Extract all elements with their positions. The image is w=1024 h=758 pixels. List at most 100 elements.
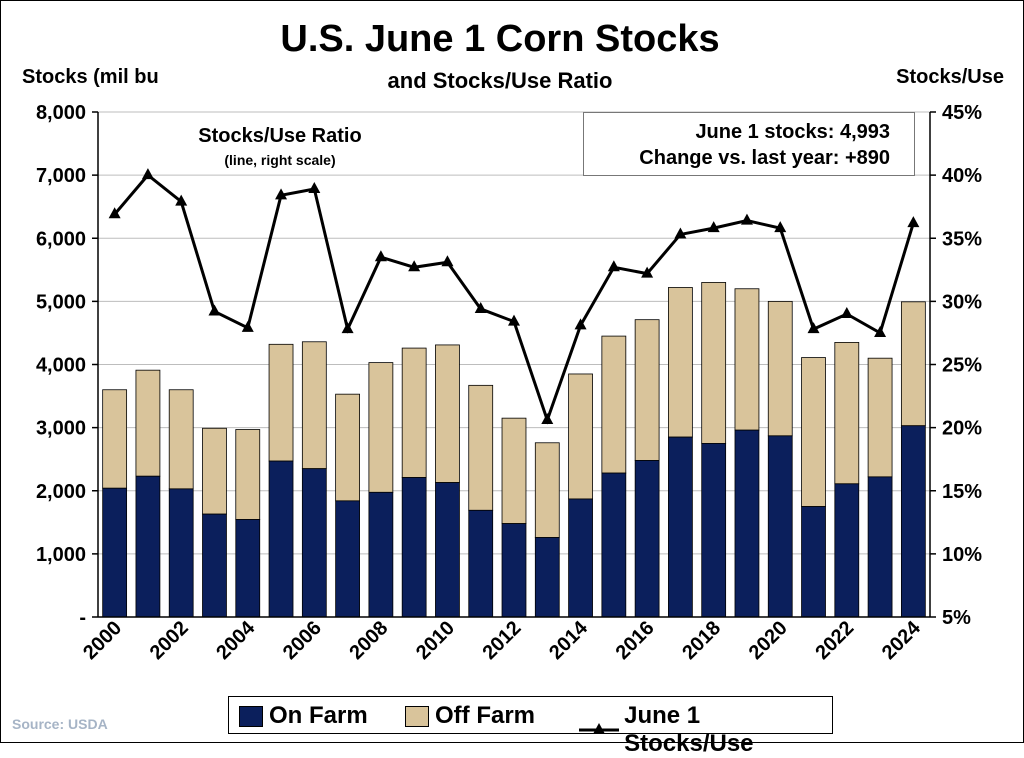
x-tick-label: 2022 bbox=[811, 617, 858, 664]
x-tick-label: 2018 bbox=[678, 617, 725, 664]
right-tick-labels: 5% 10% 15% 20% 25% 30% 35% 40% 45% bbox=[942, 102, 982, 629]
bar-on-farm bbox=[601, 472, 627, 618]
info-box: June 1 stocks: 4,993 Change vs. last yea… bbox=[583, 112, 915, 176]
ratio-marker bbox=[707, 221, 720, 233]
bar-off-farm bbox=[301, 341, 327, 470]
bars bbox=[102, 282, 926, 618]
bar-off-farm bbox=[268, 343, 294, 462]
right-tick-label: 30% bbox=[942, 291, 982, 313]
ratio-annotation-sub: (line, right scale) bbox=[224, 152, 336, 168]
bar-on-farm bbox=[534, 537, 560, 618]
left-tick-label: 7,000 bbox=[36, 165, 86, 187]
legend-on-farm: On Farm bbox=[239, 702, 368, 730]
ratio-marker bbox=[408, 260, 421, 272]
ratio-marker bbox=[374, 250, 387, 262]
left-tick-label: 2,000 bbox=[36, 481, 86, 503]
bar-on-farm bbox=[335, 500, 360, 618]
x-tick-label: 2014 bbox=[545, 616, 593, 664]
x-tick-label: 2016 bbox=[612, 617, 659, 664]
bar-on-farm bbox=[268, 460, 294, 618]
bar-off-farm bbox=[435, 344, 460, 483]
x-tick-label: 2006 bbox=[279, 617, 326, 664]
bar-on-farm bbox=[867, 476, 893, 618]
right-tick-label: 10% bbox=[942, 544, 982, 566]
ratio-marker bbox=[641, 266, 654, 278]
ratio-marker bbox=[308, 182, 321, 194]
bar-on-farm bbox=[701, 443, 727, 618]
bar-off-farm bbox=[202, 427, 227, 515]
bar-off-farm bbox=[235, 429, 261, 520]
left-tick-label: 4,000 bbox=[36, 355, 86, 377]
bar-on-farm bbox=[634, 460, 660, 618]
ratio-marker bbox=[607, 260, 620, 272]
left-tick-labels: - 1,000 2,000 3,000 4,000 5,000 6,000 7,000 8,00… bbox=[36, 102, 86, 629]
bar-on-farm bbox=[568, 498, 593, 618]
x-tick-label: 2008 bbox=[345, 617, 392, 664]
bar-off-farm bbox=[335, 393, 360, 502]
bar-off-farm bbox=[767, 300, 793, 437]
bar-on-farm bbox=[202, 513, 227, 618]
bar-off-farm bbox=[900, 301, 926, 427]
right-tick-label: 25% bbox=[942, 355, 982, 377]
bar-on-farm bbox=[767, 435, 793, 618]
chart-title: U.S. June 1 Corn Stocks bbox=[280, 18, 720, 60]
bar-off-farm bbox=[601, 335, 627, 474]
axes bbox=[92, 111, 936, 618]
x-tick-label: 2012 bbox=[479, 617, 526, 664]
ratio-marker bbox=[508, 314, 520, 326]
bar-off-farm bbox=[668, 287, 693, 438]
ratio-polyline bbox=[113, 173, 915, 425]
source-note: Source: USDA bbox=[12, 716, 108, 732]
legend-off-farm: Off Farm bbox=[405, 702, 535, 730]
off-farm-swatch bbox=[405, 705, 429, 727]
info-stocks: June 1 stocks: 4,993 bbox=[695, 121, 890, 143]
ratio-marker bbox=[840, 307, 853, 318]
bar-off-farm bbox=[568, 373, 593, 500]
ratio-marker bbox=[474, 301, 487, 313]
legend-on-farm-label: On Farm bbox=[269, 702, 368, 729]
bar-off-farm bbox=[401, 347, 427, 478]
left-tick-label: 5,000 bbox=[36, 291, 86, 313]
bar-off-farm bbox=[834, 342, 860, 485]
bar-on-farm bbox=[501, 523, 527, 618]
bar-off-farm bbox=[867, 357, 893, 478]
ratio-marker bbox=[807, 322, 820, 334]
x-tick-label: 2010 bbox=[412, 617, 459, 664]
left-tick-label: 8,000 bbox=[36, 102, 86, 124]
right-tick-label: 15% bbox=[942, 481, 982, 503]
ratio-marker bbox=[275, 188, 288, 200]
bar-off-farm bbox=[501, 417, 527, 524]
bar-on-farm bbox=[168, 488, 194, 618]
x-tick-labels: 2000 2002 2004 2006 2008 2010 2012 2014 2016 2018… bbox=[79, 616, 925, 664]
bar-off-farm bbox=[468, 384, 494, 511]
bar-on-farm bbox=[801, 506, 826, 618]
right-tick-label: 40% bbox=[942, 165, 982, 187]
legend: On Farm Off Farm June 1 Stocks/Use bbox=[228, 696, 833, 757]
x-tick-label: 2024 bbox=[878, 616, 926, 664]
x-tick-label: 2004 bbox=[212, 616, 260, 664]
ratio-marker bbox=[874, 325, 887, 337]
bar-off-farm bbox=[135, 369, 161, 477]
bar-on-farm bbox=[102, 487, 128, 618]
legend-ratio: June 1 Stocks/Use bbox=[577, 702, 832, 758]
bar-on-farm bbox=[468, 509, 494, 618]
left-tick-label: - bbox=[79, 607, 86, 629]
info-change: Change vs. last year: +890 bbox=[639, 147, 890, 169]
ratio-marker bbox=[341, 322, 354, 334]
x-tick-label: 2000 bbox=[79, 617, 126, 664]
ratio-marker bbox=[241, 320, 254, 332]
triangle-line-icon bbox=[579, 723, 619, 734]
bar-on-farm bbox=[668, 436, 693, 618]
right-tick-label: 20% bbox=[942, 418, 982, 440]
left-axis-label: Stocks (mil bu bbox=[22, 66, 159, 88]
bar-on-farm bbox=[435, 482, 460, 618]
bar-off-farm bbox=[534, 442, 560, 538]
right-axis-label: Stocks/Use bbox=[896, 66, 1004, 88]
ratio-marker bbox=[208, 304, 221, 316]
on-farm-swatch bbox=[239, 705, 263, 727]
ratio-marker bbox=[740, 213, 753, 225]
bar-on-farm bbox=[900, 425, 926, 618]
ratio-marker bbox=[175, 194, 188, 206]
bar-on-farm bbox=[401, 477, 427, 618]
